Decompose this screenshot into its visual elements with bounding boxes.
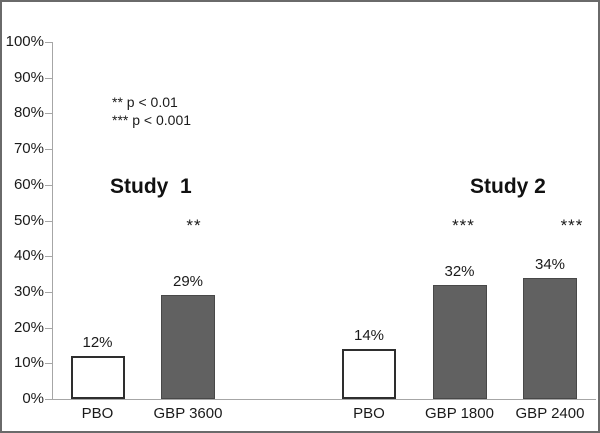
y-tick-mark [45,77,52,79]
y-tick-label: 80% [13,104,44,122]
y-tick-label: 20% [13,318,44,336]
y-tick-label: 70% [13,140,44,158]
bar-value-label: 32% [444,262,475,280]
y-tick-label: 100% [5,33,44,50]
x-category-label: PBO [81,405,114,422]
x-axis-line [52,399,596,400]
bar-gbp-2400 [523,277,577,399]
study-1-title: Study 1 [110,175,192,198]
y-tick-mark [45,220,52,222]
y-tick-mark [45,113,52,115]
y-axis-line [52,42,53,400]
y-tick-mark [45,399,52,400]
x-category-label: PBO [353,405,385,422]
x-category-label: GBP 3600 [153,405,223,422]
y-tick-label: 60% [13,175,44,193]
y-tick-mark [45,363,52,365]
study-2-title: Study 2 [470,175,546,198]
x-category-label: GBP 1800 [425,405,494,422]
y-tick-label: 50% [13,211,44,229]
y-tick-mark [45,42,52,43]
bar-value-label: 12% [82,334,113,352]
x-category-label: GBP 2400 [515,405,585,422]
y-tick-label: 90% [13,68,44,86]
significance-legend: ** p < 0.01 *** p < 0.001 [112,93,191,129]
bar-value-label: 14% [353,327,385,345]
y-tick-mark [45,184,52,186]
y-tick-label: 30% [13,282,44,300]
y-tick-label: 0% [22,390,44,407]
y-tick-label: 10% [13,354,44,372]
y-tick-mark [45,256,52,258]
bar-value-label: 34% [534,255,566,273]
bar-pbo [70,356,125,399]
significance-mark: *** [452,216,475,235]
y-tick-mark [45,291,52,293]
significance-mark: *** [560,216,584,235]
significance-mark: ** [186,216,202,235]
y-tick-label: 40% [13,247,44,265]
bar-gbp-1800 [432,284,487,399]
bar-value-label: 29% [172,273,204,291]
legend-line-1: ** p < 0.01 [112,94,178,110]
bar-pbo [342,349,396,399]
bar-gbp-3600 [161,295,215,399]
legend-line-2: *** p < 0.001 [112,112,192,128]
y-tick-mark [45,149,52,151]
y-tick-mark [45,327,52,329]
